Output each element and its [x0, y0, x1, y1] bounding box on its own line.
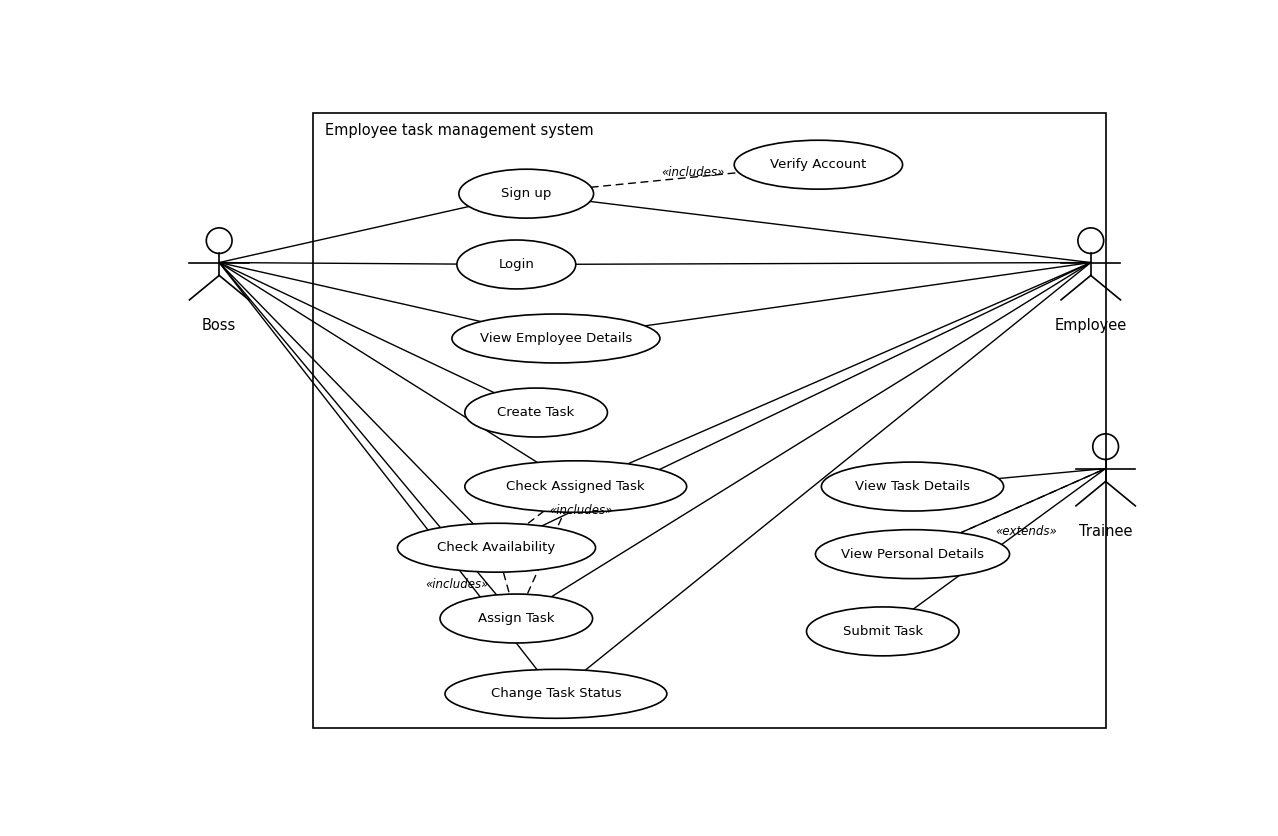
Text: «includes»: «includes»	[661, 166, 725, 179]
Text: «includes»: «includes»	[550, 504, 612, 517]
Ellipse shape	[452, 314, 659, 363]
Ellipse shape	[465, 461, 686, 512]
Text: Verify Account: Verify Account	[771, 158, 866, 171]
Text: View Task Details: View Task Details	[855, 480, 970, 493]
Ellipse shape	[734, 140, 902, 189]
Ellipse shape	[459, 169, 593, 218]
Text: Employee task management system: Employee task management system	[325, 123, 594, 138]
Ellipse shape	[465, 388, 607, 437]
Ellipse shape	[815, 530, 1010, 579]
Text: «includes»: «includes»	[426, 578, 488, 591]
Text: Submit Task: Submit Task	[842, 624, 923, 638]
Text: Change Task Status: Change Task Status	[491, 687, 621, 701]
Ellipse shape	[806, 607, 958, 656]
Ellipse shape	[458, 240, 575, 289]
Ellipse shape	[445, 670, 667, 718]
Text: Create Task: Create Task	[497, 406, 575, 419]
Ellipse shape	[822, 462, 1003, 511]
Ellipse shape	[397, 523, 596, 572]
Text: Employee: Employee	[1054, 318, 1127, 333]
Text: Login: Login	[498, 258, 534, 271]
Text: «extends»: «extends»	[996, 525, 1057, 538]
Ellipse shape	[440, 594, 593, 643]
Text: Check Availability: Check Availability	[437, 541, 556, 554]
Text: Trainee: Trainee	[1079, 524, 1132, 539]
Text: Assign Task: Assign Task	[478, 612, 555, 625]
Text: Sign up: Sign up	[501, 187, 551, 200]
Text: View Employee Details: View Employee Details	[479, 332, 633, 345]
Text: Check Assigned Task: Check Assigned Task	[506, 480, 645, 493]
Text: View Personal Details: View Personal Details	[841, 548, 984, 561]
Text: Boss: Boss	[202, 318, 236, 333]
Bar	[313, 113, 1105, 728]
